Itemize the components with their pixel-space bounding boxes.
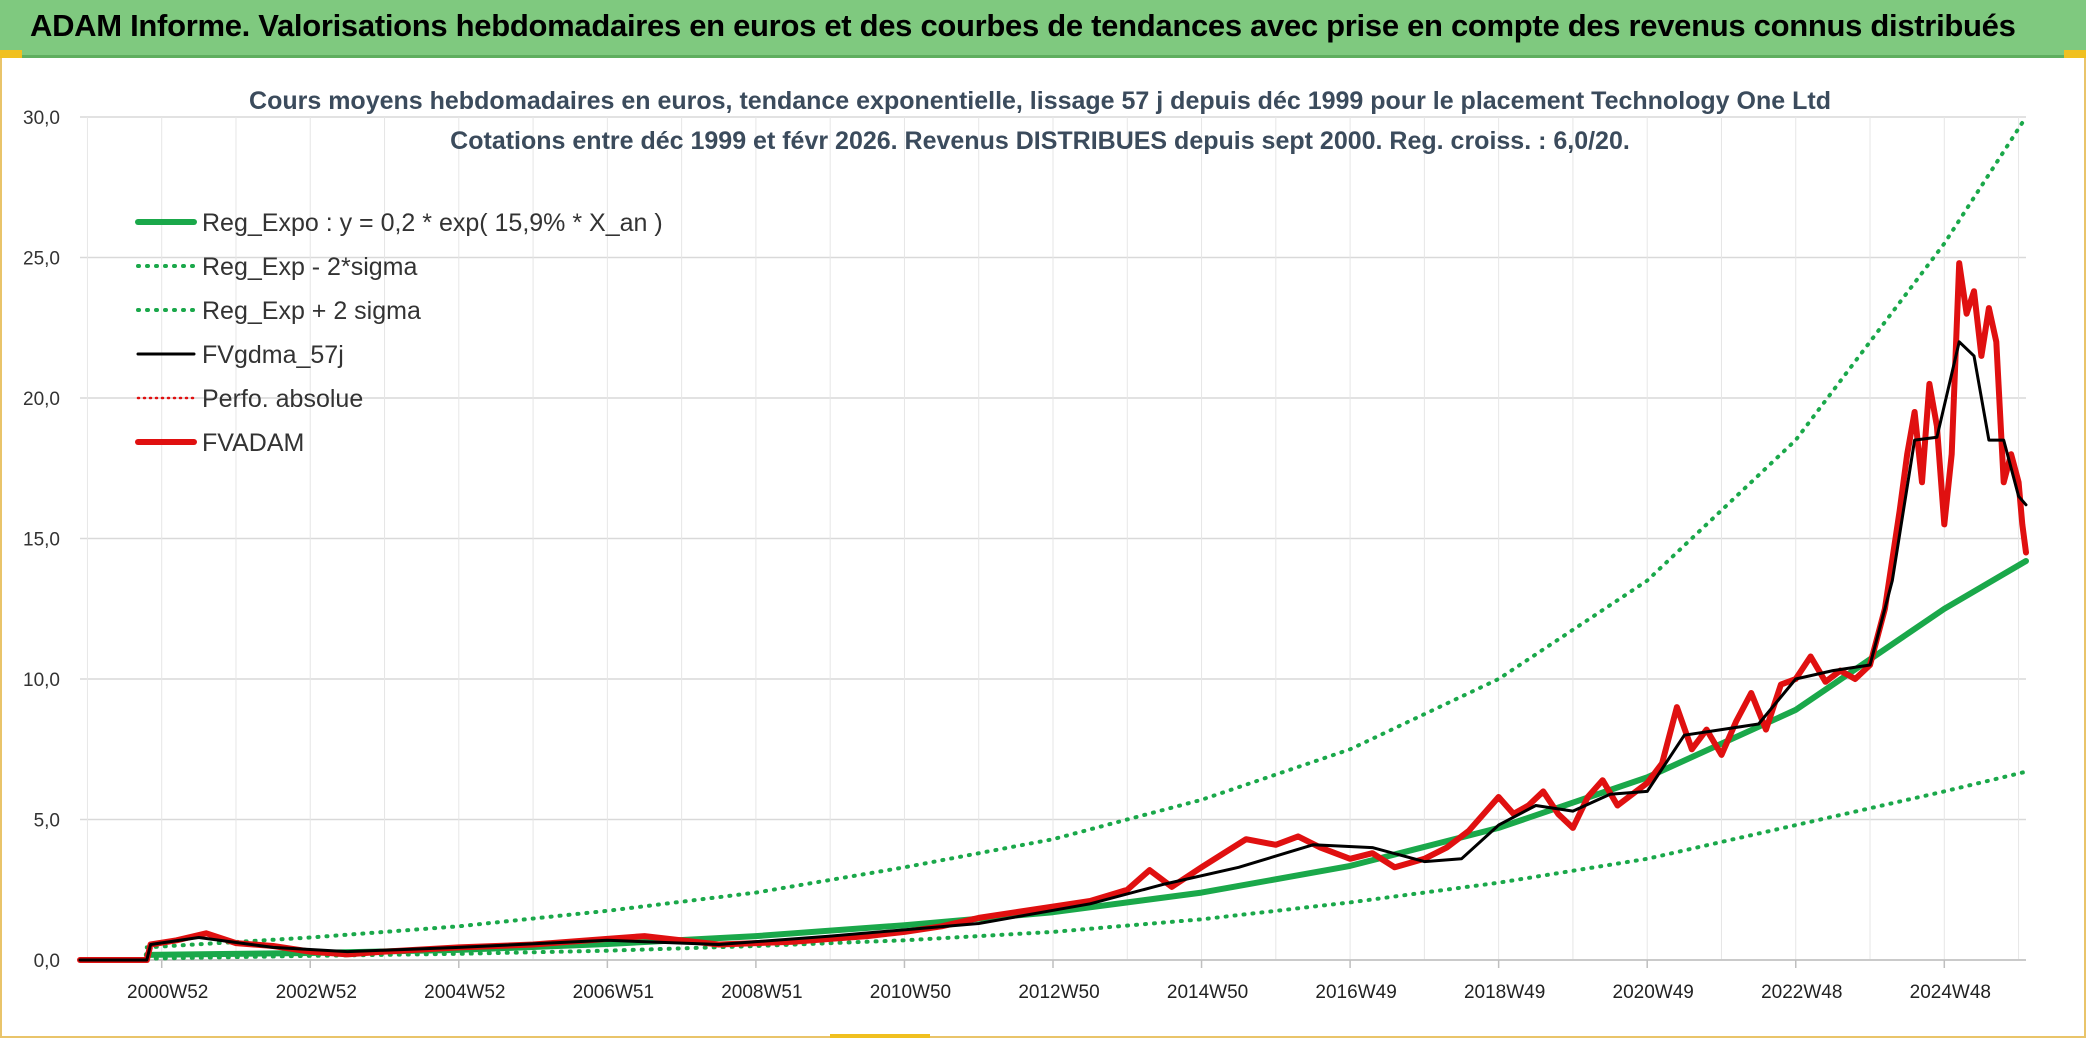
- series-line-2: [144, 115, 2028, 950]
- x-tick-label: 2014W50: [1167, 982, 1248, 1003]
- banner-title: ADAM Informe. Valorisations hebdomadaire…: [30, 8, 2016, 43]
- bottom-accent: [830, 1034, 930, 1038]
- x-tick-label: 2020W49: [1613, 982, 1694, 1003]
- chart-title: Cours moyens hebdomadaires en euros, ten…: [249, 87, 1831, 115]
- y-tick-label: 30,0: [23, 108, 60, 129]
- y-tick-label: 0,0: [34, 951, 60, 972]
- legend: Reg_Expo : y = 0,2 * exp( 15,9% * X_an )…: [135, 209, 663, 457]
- legend-label: Perfo. absolue: [202, 385, 363, 413]
- series-line-5: [77, 260, 2029, 963]
- x-tick-label: 2010W50: [870, 982, 951, 1003]
- x-tick-label: 2022W48: [1761, 982, 1842, 1003]
- x-tick-label: 2004W52: [424, 982, 505, 1003]
- chart-subtitle: Cotations entre déc 1999 et févr 2026. R…: [450, 127, 1630, 155]
- plot-series: [77, 115, 2029, 963]
- left-corner-accent: [0, 50, 22, 58]
- x-tick-label: 2024W48: [1910, 982, 1991, 1003]
- legend-label: Reg_Exp + 2 sigma: [202, 297, 421, 325]
- legend-label: Reg_Expo : y = 0,2 * exp( 15,9% * X_an ): [202, 209, 663, 237]
- y-axis-ticks: 0,0 5,0 10,0 15,0 20,0 25,0 30,0: [23, 108, 60, 972]
- x-tick-label: 2018W49: [1464, 982, 1545, 1003]
- x-tick-label: 2006W51: [573, 982, 654, 1003]
- legend-label: FVgdma_57j: [202, 341, 344, 369]
- y-tick-label: 25,0: [23, 249, 60, 270]
- legend-label: FVADAM: [202, 429, 304, 457]
- y-tick-label: 20,0: [23, 389, 60, 410]
- x-tick-label: 2012W50: [1018, 982, 1099, 1003]
- grid-lines: [80, 116, 2026, 961]
- x-tick-label: 2002W52: [276, 982, 357, 1003]
- series-line-0: [143, 558, 2029, 958]
- header-banner: ADAM Informe. Valorisations hebdomadaire…: [0, 0, 2086, 58]
- y-tick-label: 5,0: [34, 811, 60, 832]
- series-line-3: [78, 340, 2028, 962]
- right-corner-accent: [2064, 50, 2086, 58]
- legend-label: Reg_Exp - 2*sigma: [202, 253, 417, 281]
- x-tick-label: 2000W52: [127, 982, 208, 1003]
- y-tick-label: 15,0: [23, 530, 60, 551]
- x-tick-label: 2008W51: [721, 982, 802, 1003]
- x-tick-label: 2016W49: [1315, 982, 1396, 1003]
- series-line-1: [144, 769, 2028, 961]
- x-axis-ticks: 2000W52 2002W52 2004W52 2006W51 2008W51 2010W…: [127, 960, 1991, 1003]
- y-tick-label: 10,0: [23, 670, 60, 691]
